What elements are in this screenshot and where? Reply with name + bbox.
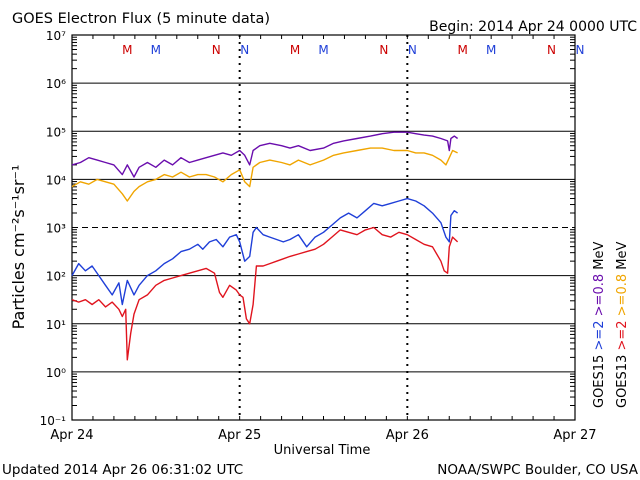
mn-marker: M [122,43,132,57]
legend-goes15-part: GOES15 [592,351,607,408]
legend-goes13-part: >=2 [615,320,630,350]
legend-goes13: GOES13 >=2 >=0.8 MeV [615,242,630,408]
y-tick-label: 10⁵ [46,125,66,139]
x-tick-label: Apr 25 [218,428,261,443]
y-tick-labels: 10⁻¹ 10⁰ 10¹ 10² 10³ 10⁴ 10⁵ 10⁶ 10⁷ [40,29,67,428]
mn-marker: M [318,43,328,57]
updated-time: Updated 2014 Apr 26 06:31:02 UTC [2,462,243,478]
y-tick-label: 10⁷ [46,29,66,43]
y-tick-label: 10⁻¹ [40,414,67,428]
mn-marker: M [151,43,161,57]
y-tick-label: 10³ [46,222,66,236]
x-axis-label: Universal Time [274,443,371,458]
y-tick-label: 10⁰ [46,366,66,380]
mn-marker: M [457,43,467,57]
day-dividers [71,35,576,420]
legend-goes13-part: >=0.8 [615,274,630,316]
mn-marker: N [408,43,417,57]
begin-time: Begin: 2014 Apr 24 0000 UTC [429,19,637,35]
mn-marker: M [290,43,300,57]
x-tick-label: Apr 26 [386,428,429,443]
y-tick-label: 10¹ [46,318,66,332]
series-line [71,197,459,306]
legend-goes13-part: MeV [615,242,630,274]
mn-marker: N [240,43,249,57]
chart-title: GOES Electron Flux (5 minute data) [12,11,270,27]
x-tick-label: Apr 27 [553,428,596,443]
y-tick-label: 10² [46,270,66,284]
y-tick-label: 10⁶ [46,77,66,91]
mn-marker: N [576,43,585,57]
x-tick-label: Apr 24 [50,428,93,443]
series-line [71,226,459,361]
y-tick-label: 10⁴ [46,173,66,187]
mn-marker: N [379,43,388,57]
legend-goes15-part: >=0.8 [592,274,607,316]
series-line [71,147,458,202]
mn-marker: M [486,43,496,57]
mn-marker: N [547,43,556,57]
grid [72,36,575,407]
source-credit: NOAA/SWPC Boulder, CO USA [437,462,639,478]
series-line [71,131,459,178]
mn-marker: N [212,43,221,57]
legend-goes15: GOES15 >=2 >=0.8 MeV [592,242,607,408]
y-axis-label: Particles cm⁻²s⁻¹sr⁻¹ [9,165,28,330]
legend-goes15-part: >=2 [592,320,607,350]
x-tick-labels: Apr 24 Apr 25 Apr 26 Apr 27 [50,428,596,443]
legend-goes13-part: GOES13 [615,351,630,408]
legend-goes15-part: MeV [592,242,607,274]
series-lines [71,131,459,361]
